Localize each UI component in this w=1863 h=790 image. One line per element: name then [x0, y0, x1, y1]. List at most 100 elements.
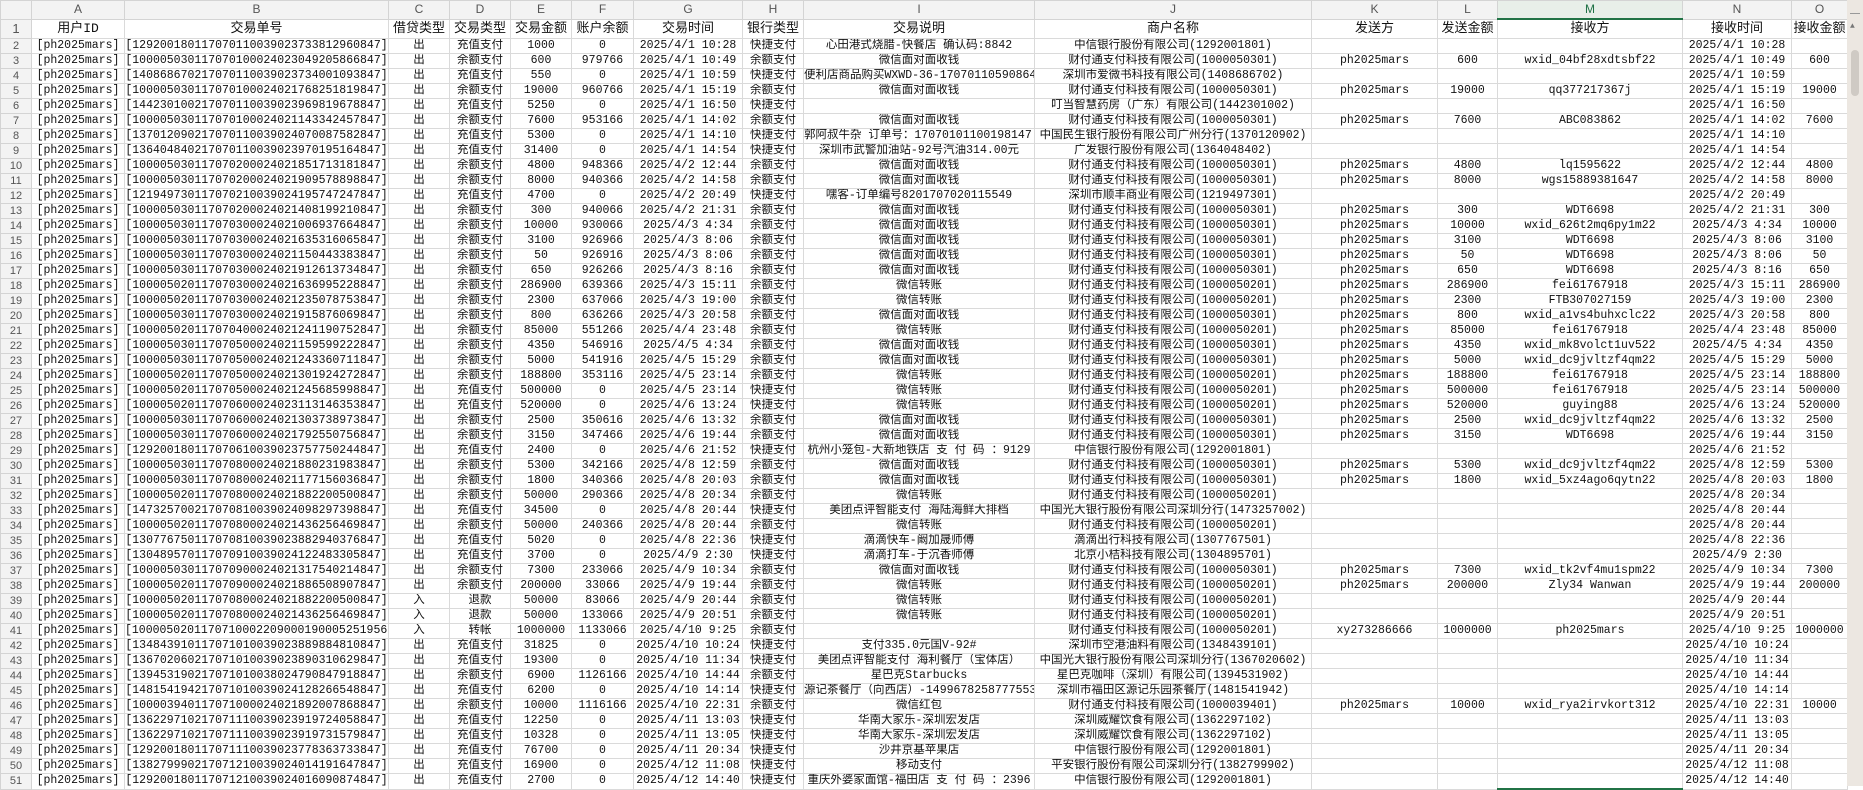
- header-cell[interactable]: 接收方: [1497, 18, 1683, 39]
- cell-C49[interactable]: 出: [388, 743, 450, 759]
- cell-F34[interactable]: 240366: [571, 518, 634, 534]
- cell-I41[interactable]: [803, 623, 1035, 639]
- row-header[interactable]: 8: [0, 128, 32, 144]
- cell-J37[interactable]: 财付通支付科技有限公司(1000050301): [1034, 563, 1312, 579]
- cell-L3[interactable]: 600: [1437, 53, 1498, 69]
- cell-J25[interactable]: 财付通支付科技有限公司(1000050201): [1034, 383, 1312, 399]
- cell-E10[interactable]: 4800: [510, 158, 572, 174]
- cell-O15[interactable]: 3100: [1791, 233, 1848, 249]
- cell-M51[interactable]: [1497, 773, 1683, 790]
- cell-N33[interactable]: 2025/4/8 20:44: [1682, 503, 1792, 519]
- cell-H43[interactable]: 快捷支付: [742, 653, 804, 669]
- cell-L41[interactable]: 1000000: [1437, 623, 1498, 639]
- cell-K28[interactable]: ph2025mars: [1311, 428, 1438, 444]
- cell-C24[interactable]: 出: [388, 368, 450, 384]
- column-header-J[interactable]: J: [1034, 0, 1312, 20]
- cell-I22[interactable]: 微信面对面收钱: [803, 338, 1035, 354]
- cell-E9[interactable]: 31400: [510, 143, 572, 159]
- cell-J21[interactable]: 财付通支付科技有限公司(1000050201): [1034, 323, 1312, 339]
- cell-N5[interactable]: 2025/4/1 15:19: [1682, 83, 1792, 99]
- cell-D20[interactable]: 余额支付: [449, 308, 511, 324]
- cell-N46[interactable]: 2025/4/10 22:31: [1682, 698, 1792, 714]
- cell-D11[interactable]: 余额支付: [449, 173, 511, 189]
- cell-A30[interactable]: [ph2025mars]: [31, 458, 125, 474]
- cell-D14[interactable]: 余额支付: [449, 218, 511, 234]
- cell-F43[interactable]: 0: [571, 653, 634, 669]
- cell-E7[interactable]: 7600: [510, 113, 572, 129]
- cell-C41[interactable]: 入: [388, 623, 450, 639]
- cell-N11[interactable]: 2025/4/2 14:58: [1682, 173, 1792, 189]
- cell-D27[interactable]: 余额支付: [449, 413, 511, 429]
- cell-L34[interactable]: [1437, 518, 1498, 534]
- cell-L36[interactable]: [1437, 548, 1498, 564]
- cell-A11[interactable]: [ph2025mars]: [31, 173, 125, 189]
- cell-F27[interactable]: 350616: [571, 413, 634, 429]
- cell-F6[interactable]: 0: [571, 98, 634, 114]
- cell-E50[interactable]: 16900: [510, 758, 572, 774]
- cell-B26[interactable]: [100005020117070600024023113146353847]: [124, 398, 389, 414]
- cell-L4[interactable]: [1437, 68, 1498, 84]
- cell-F50[interactable]: 0: [571, 758, 634, 774]
- column-header-H[interactable]: H: [742, 0, 804, 20]
- cell-I8[interactable]: 郭阿叔牛杂 订单号：17070101100198147 核码: [803, 128, 1035, 144]
- cell-J51[interactable]: 中信银行股份有限公司(1292001801): [1034, 773, 1312, 790]
- cell-J16[interactable]: 财付通支付科技有限公司(1000050301): [1034, 248, 1312, 264]
- cell-K40[interactable]: [1311, 608, 1438, 624]
- row-header[interactable]: 41: [0, 623, 32, 639]
- cell-C25[interactable]: 出: [388, 383, 450, 399]
- cell-A32[interactable]: [ph2025mars]: [31, 488, 125, 504]
- cell-B11[interactable]: [100005030117070200024021909578898847]: [124, 173, 389, 189]
- cell-D35[interactable]: 充值支付: [449, 533, 511, 549]
- cell-K44[interactable]: [1311, 668, 1438, 684]
- cell-J13[interactable]: 财付通支付科技有限公司(1000050301): [1034, 203, 1312, 219]
- row-header[interactable]: 31: [0, 473, 32, 489]
- cell-L12[interactable]: [1437, 188, 1498, 204]
- cell-B29[interactable]: [129200180117070610039023757750244847]: [124, 443, 389, 459]
- cell-O40[interactable]: [1791, 608, 1848, 624]
- cell-L30[interactable]: 5300: [1437, 458, 1498, 474]
- cell-O3[interactable]: 600: [1791, 53, 1848, 69]
- cell-I18[interactable]: 微信转账: [803, 278, 1035, 294]
- cell-A13[interactable]: [ph2025mars]: [31, 203, 125, 219]
- cell-F48[interactable]: 0: [571, 728, 634, 744]
- cell-C21[interactable]: 出: [388, 323, 450, 339]
- header-cell[interactable]: 借贷类型: [388, 18, 450, 39]
- cell-F11[interactable]: 940366: [571, 173, 634, 189]
- cell-A12[interactable]: [ph2025mars]: [31, 188, 125, 204]
- cell-G7[interactable]: 2025/4/1 14:02: [633, 113, 743, 129]
- cell-H15[interactable]: 余额支付: [742, 233, 804, 249]
- cell-L5[interactable]: 19000: [1437, 83, 1498, 99]
- cell-M17[interactable]: WDT6698: [1497, 263, 1683, 279]
- row-header[interactable]: 48: [0, 728, 32, 744]
- cell-D25[interactable]: 充值支付: [449, 383, 511, 399]
- cell-L31[interactable]: 1800: [1437, 473, 1498, 489]
- cell-A14[interactable]: [ph2025mars]: [31, 218, 125, 234]
- cell-K30[interactable]: ph2025mars: [1311, 458, 1438, 474]
- cell-B42[interactable]: [134843910117071010039023889884810847]: [124, 638, 389, 654]
- cell-I19[interactable]: 微信转账: [803, 293, 1035, 309]
- cell-I40[interactable]: 微信转账: [803, 608, 1035, 624]
- cell-E49[interactable]: 76700: [510, 743, 572, 759]
- column-header-K[interactable]: K: [1311, 0, 1438, 20]
- cell-E37[interactable]: 7300: [510, 563, 572, 579]
- cell-M38[interactable]: Zly34 Wanwan: [1497, 578, 1683, 594]
- cell-H42[interactable]: 快捷支付: [742, 638, 804, 654]
- row-header[interactable]: 25: [0, 383, 32, 399]
- cell-B41[interactable]: [100005020117071000220900019000525195684…: [124, 623, 389, 639]
- cell-L49[interactable]: [1437, 743, 1498, 759]
- cell-G32[interactable]: 2025/4/8 20:34: [633, 488, 743, 504]
- cell-G12[interactable]: 2025/4/2 20:49: [633, 188, 743, 204]
- cell-A42[interactable]: [ph2025mars]: [31, 638, 125, 654]
- cell-G21[interactable]: 2025/4/4 23:48: [633, 323, 743, 339]
- cell-M45[interactable]: [1497, 683, 1683, 699]
- cell-G47[interactable]: 2025/4/11 13:03: [633, 713, 743, 729]
- cell-H47[interactable]: 快捷支付: [742, 713, 804, 729]
- cell-N43[interactable]: 2025/4/10 11:34: [1682, 653, 1792, 669]
- cell-O41[interactable]: 1000000: [1791, 623, 1848, 639]
- cell-K20[interactable]: ph2025mars: [1311, 308, 1438, 324]
- cell-C29[interactable]: 出: [388, 443, 450, 459]
- cell-D19[interactable]: 余额支付: [449, 293, 511, 309]
- cell-H29[interactable]: 快捷支付: [742, 443, 804, 459]
- column-header-N[interactable]: N: [1682, 0, 1792, 20]
- row-header[interactable]: 12: [0, 188, 32, 204]
